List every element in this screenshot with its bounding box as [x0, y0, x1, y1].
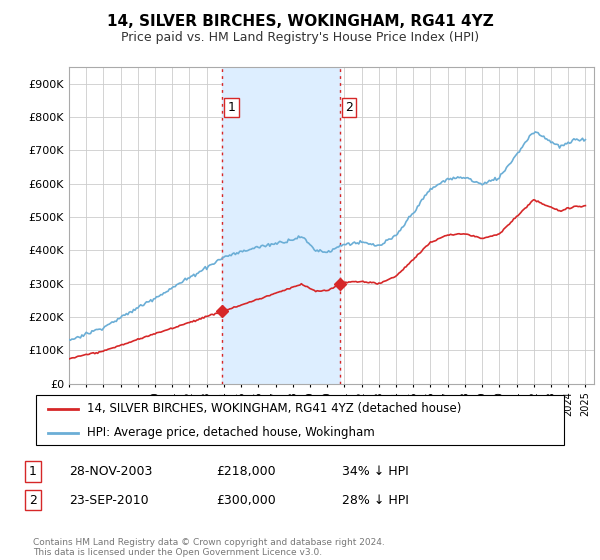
Text: Price paid vs. HM Land Registry's House Price Index (HPI): Price paid vs. HM Land Registry's House …	[121, 31, 479, 44]
Text: 34% ↓ HPI: 34% ↓ HPI	[342, 465, 409, 478]
Text: £218,000: £218,000	[216, 465, 275, 478]
Text: 1: 1	[227, 101, 235, 114]
Text: £300,000: £300,000	[216, 493, 276, 507]
Text: 14, SILVER BIRCHES, WOKINGHAM, RG41 4YZ: 14, SILVER BIRCHES, WOKINGHAM, RG41 4YZ	[107, 14, 493, 29]
Text: 2: 2	[345, 101, 353, 114]
Text: 2: 2	[29, 493, 37, 507]
Text: 14, SILVER BIRCHES, WOKINGHAM, RG41 4YZ (detached house): 14, SILVER BIRCHES, WOKINGHAM, RG41 4YZ …	[87, 402, 461, 416]
Bar	[223, 67, 340, 384]
Text: 23-SEP-2010: 23-SEP-2010	[69, 493, 149, 507]
Text: 1: 1	[29, 465, 37, 478]
Text: HPI: Average price, detached house, Wokingham: HPI: Average price, detached house, Woki…	[87, 426, 375, 440]
Text: Contains HM Land Registry data © Crown copyright and database right 2024.
This d: Contains HM Land Registry data © Crown c…	[33, 538, 385, 557]
Text: 28% ↓ HPI: 28% ↓ HPI	[342, 493, 409, 507]
Text: 28-NOV-2003: 28-NOV-2003	[69, 465, 152, 478]
